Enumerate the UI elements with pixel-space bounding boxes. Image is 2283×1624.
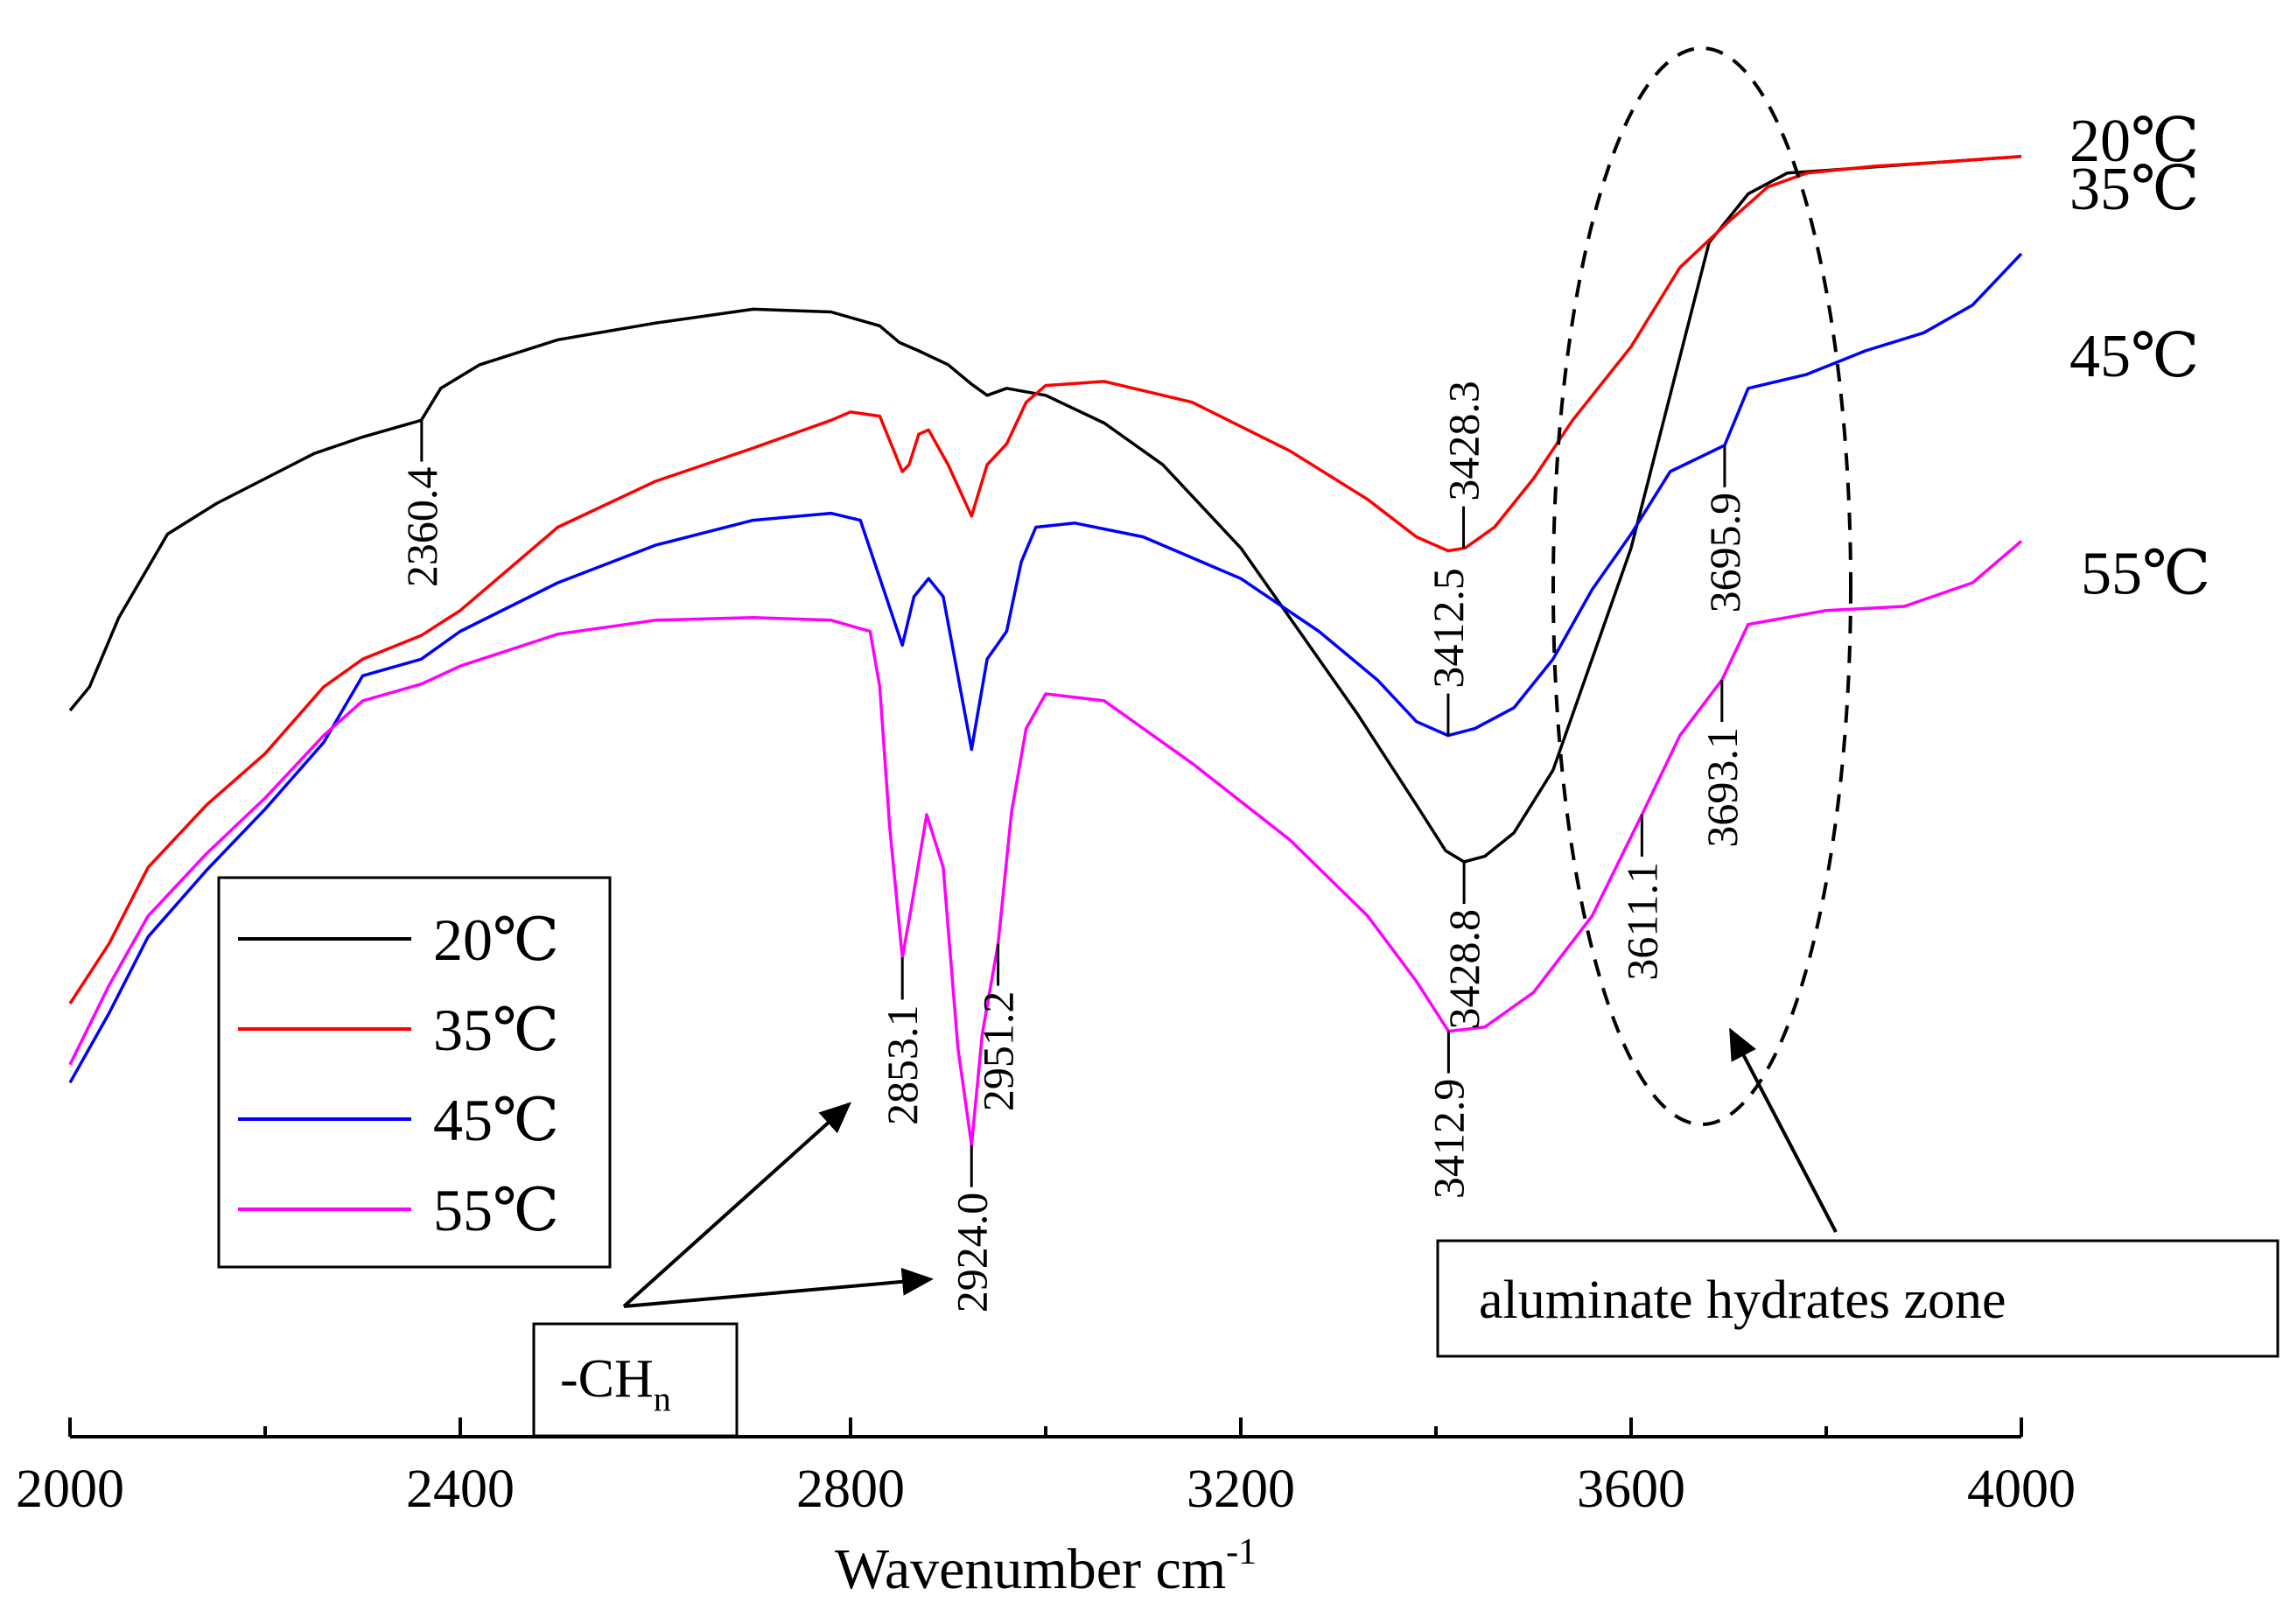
peak-label: 3611.1: [1617, 862, 1666, 981]
series-line-4: [68, 540, 2023, 1147]
peak-labels: 2360.4 3428.3 3412.5 3428.8 3695.9 3611.1 3693…: [397, 381, 1749, 1312]
end-label-3: 45℃: [2069, 323, 2199, 390]
peak-label: 2951.2: [974, 991, 1023, 1112]
series-line-3: [68, 252, 2023, 1084]
peak-label: 2924.0: [947, 1193, 996, 1313]
x-tick-label: 4000: [1967, 1460, 2076, 1519]
legend-label-3: 45℃: [433, 1087, 559, 1153]
zone-arrow: [1729, 1027, 1838, 1233]
peak-label: 2360.4: [397, 467, 446, 588]
end-label-4: 55℃: [2081, 540, 2210, 607]
legend-label-1: 20℃: [433, 906, 559, 973]
zone-label: aluminate hydrates zone: [1479, 1270, 2006, 1330]
x-axis-title-main: Wavenumber cm: [835, 1537, 1226, 1601]
ch-arrow-upper: [622, 1102, 851, 1308]
peak-label: 3428.3: [1439, 381, 1488, 501]
ch-label-box: [532, 1322, 739, 1438]
x-axis-title-sup: -1: [1226, 1532, 1257, 1572]
zone-label-box: [1436, 1239, 2279, 1358]
ch-arrow-lower: [623, 1267, 934, 1308]
series-line-1: [68, 155, 2022, 864]
peak-label: 3428.8: [1439, 909, 1488, 1030]
legend-label-4: 55℃: [433, 1177, 559, 1243]
x-tick-label: 2000: [16, 1460, 124, 1519]
legend-box: [217, 876, 612, 1269]
ch-label-sub: n: [654, 1379, 671, 1418]
series-group: [68, 155, 2023, 1147]
peak-label: 3412.5: [1424, 568, 1473, 689]
peak-label: 2853.1: [878, 1004, 927, 1125]
series-line-2: [68, 155, 2022, 1004]
ch-annotation: -CHn: [532, 1102, 934, 1438]
peak-label: 3695.9: [1700, 493, 1749, 613]
end-label-2: 35℃: [2069, 156, 2199, 223]
legend: 20℃ 35℃ 45℃ 55℃: [217, 876, 612, 1269]
x-axis: 2000 2400 2800 3200 3600 4000 Wavenumber cm-1: [16, 1418, 2076, 1601]
ch-label: -CHn: [560, 1349, 671, 1418]
peak-label: 3693.1: [1698, 727, 1747, 848]
x-tick-label: 3600: [1577, 1460, 1685, 1519]
x-axis-title: Wavenumber cm-1: [835, 1532, 1257, 1601]
end-label-1: 20℃: [2069, 108, 2199, 175]
aluminate-zone-ellipse: [1551, 46, 1852, 1126]
x-tick-label: 3200: [1187, 1460, 1295, 1519]
end-labels: 20℃35℃ 45℃ 55℃: [2069, 108, 2210, 608]
zone-annotation: aluminate hydrates zone: [1436, 1027, 2279, 1358]
legend-label-2: 35℃: [433, 997, 559, 1063]
peak-label: 3412.9: [1424, 1079, 1473, 1200]
x-tick-label: 2800: [796, 1460, 905, 1519]
ch-label-main: -CH: [560, 1349, 654, 1409]
x-tick-label: 2400: [406, 1460, 515, 1519]
